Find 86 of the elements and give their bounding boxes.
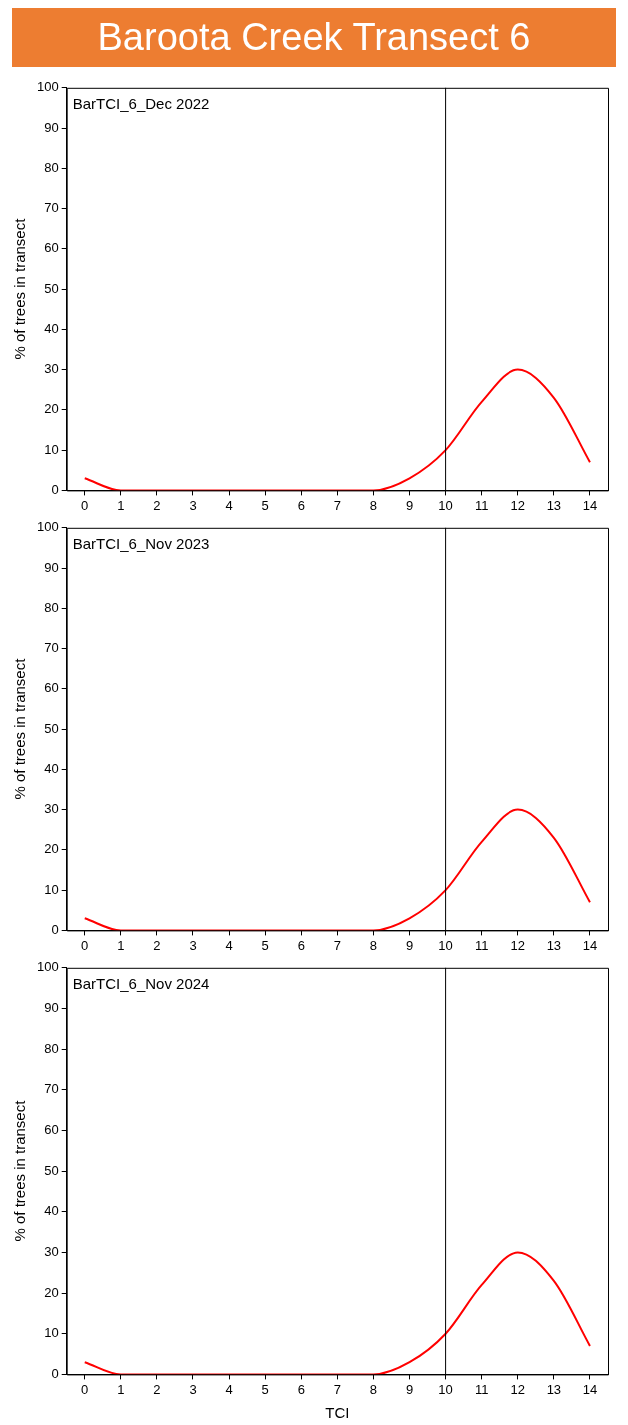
y-tick-label: 50 xyxy=(44,280,59,296)
y-tick-label: 30 xyxy=(44,801,59,817)
y-tick-label: 70 xyxy=(44,640,59,656)
x-tick-label: 6 xyxy=(297,497,305,513)
x-tick-label: 9 xyxy=(405,1381,414,1397)
x-tick-label: 8 xyxy=(369,497,378,513)
x-tick-label: 8 xyxy=(369,1381,378,1397)
x-tick-label: 14 xyxy=(582,497,598,513)
x-tick-label: 2 xyxy=(153,1381,161,1397)
x-tick-label: 6 xyxy=(297,937,305,953)
y-tick-label: 10 xyxy=(44,441,59,457)
y-tick-label: 80 xyxy=(44,599,59,615)
y-tick-label: 70 xyxy=(44,1081,59,1097)
x-tick-label: 0 xyxy=(81,497,89,513)
x-tick-label: 4 xyxy=(225,1381,233,1397)
y-tick-label: 30 xyxy=(44,1244,59,1259)
x-tick-label: 9 xyxy=(405,937,414,953)
x-tick-label: 10 xyxy=(438,1381,453,1397)
y-tick-label: 90 xyxy=(44,559,59,575)
y-axis-title: % of trees in transect xyxy=(11,657,29,800)
y-tick-label: 90 xyxy=(44,1000,59,1016)
chart-title: Baroota Creek Transect 6 xyxy=(12,8,616,67)
x-tick-label: 9 xyxy=(405,497,414,513)
x-tick-label: 1 xyxy=(117,497,125,513)
x-tick-label: 5 xyxy=(261,937,269,953)
annotation: BarTCI_6_Nov 2024 xyxy=(72,975,210,993)
y-tick-label: 0 xyxy=(51,921,59,937)
x-tick-label: 5 xyxy=(261,1381,269,1397)
x-tick-label: 10 xyxy=(438,497,453,513)
y-tick-label: 0 xyxy=(51,481,59,497)
x-tick-label: 13 xyxy=(546,497,562,513)
x-tick-label: 14 xyxy=(582,937,598,953)
y-tick-label: 50 xyxy=(44,1162,59,1178)
annotation: BarTCI_6_Dec 2022 xyxy=(72,95,210,113)
x-tick-label: 7 xyxy=(333,937,341,953)
x-tick-label: 0 xyxy=(81,937,89,953)
x-tick-label: 6 xyxy=(297,1381,305,1397)
x-tick-label: 5 xyxy=(261,497,269,513)
y-tick-label: 40 xyxy=(44,760,59,776)
x-tick-label: 13 xyxy=(546,1381,562,1397)
annotation: BarTCI_6_Nov 2023 xyxy=(72,535,210,553)
y-axis-title: % of trees in transect xyxy=(11,1099,29,1242)
x-tick-label: 7 xyxy=(333,497,341,513)
x-tick-label: 12 xyxy=(510,497,526,513)
y-tick-label: 70 xyxy=(44,200,59,216)
x-axis-title: TCI xyxy=(325,1404,350,1422)
y-tick-label: 40 xyxy=(44,320,59,336)
y-tick-label: 90 xyxy=(44,119,59,135)
y-tick-label: 80 xyxy=(44,159,59,175)
y-tick-label: 100 xyxy=(36,959,59,975)
x-tick-label: 4 xyxy=(225,497,233,513)
y-tick-label: 60 xyxy=(44,240,59,256)
x-tick-label: 2 xyxy=(153,497,161,513)
x-tick-label: 7 xyxy=(333,1381,341,1397)
y-tick-label: 20 xyxy=(44,1284,59,1300)
x-tick-label: 11 xyxy=(474,1381,489,1397)
y-axis-title: % of trees in transect xyxy=(11,217,29,360)
y-tick-label: 60 xyxy=(44,1122,59,1138)
y-tick-label: 10 xyxy=(44,881,59,897)
x-tick-label: 1 xyxy=(117,937,125,953)
y-tick-label: 50 xyxy=(44,720,59,736)
x-tick-label: 8 xyxy=(369,937,378,953)
x-tick-label: 3 xyxy=(189,937,197,953)
y-tick-label: 20 xyxy=(44,841,59,857)
y-tick-label: 20 xyxy=(44,401,59,417)
y-tick-label: 100 xyxy=(36,79,59,95)
x-tick-label: 1 xyxy=(117,1381,125,1397)
y-tick-label: 100 xyxy=(36,519,59,535)
x-tick-label: 11 xyxy=(474,497,489,513)
x-tick-label: 2 xyxy=(153,937,161,953)
x-tick-label: 3 xyxy=(189,497,197,513)
x-tick-label: 0 xyxy=(81,1381,89,1397)
x-tick-label: 14 xyxy=(582,1381,598,1397)
y-tick-label: 10 xyxy=(44,1325,59,1341)
y-tick-label: 80 xyxy=(44,1040,59,1056)
x-tick-label: 10 xyxy=(438,937,453,953)
y-tick-label: 60 xyxy=(44,680,59,696)
y-tick-label: 40 xyxy=(44,1203,59,1219)
x-tick-label: 3 xyxy=(189,1381,197,1397)
x-tick-label: 12 xyxy=(510,1381,526,1397)
x-tick-label: 11 xyxy=(474,937,489,953)
x-tick-label: 13 xyxy=(546,937,562,953)
y-tick-label: 30 xyxy=(44,361,59,377)
y-tick-label: 0 xyxy=(51,1365,59,1381)
x-tick-label: 4 xyxy=(225,937,233,953)
x-tick-label: 12 xyxy=(510,937,526,953)
